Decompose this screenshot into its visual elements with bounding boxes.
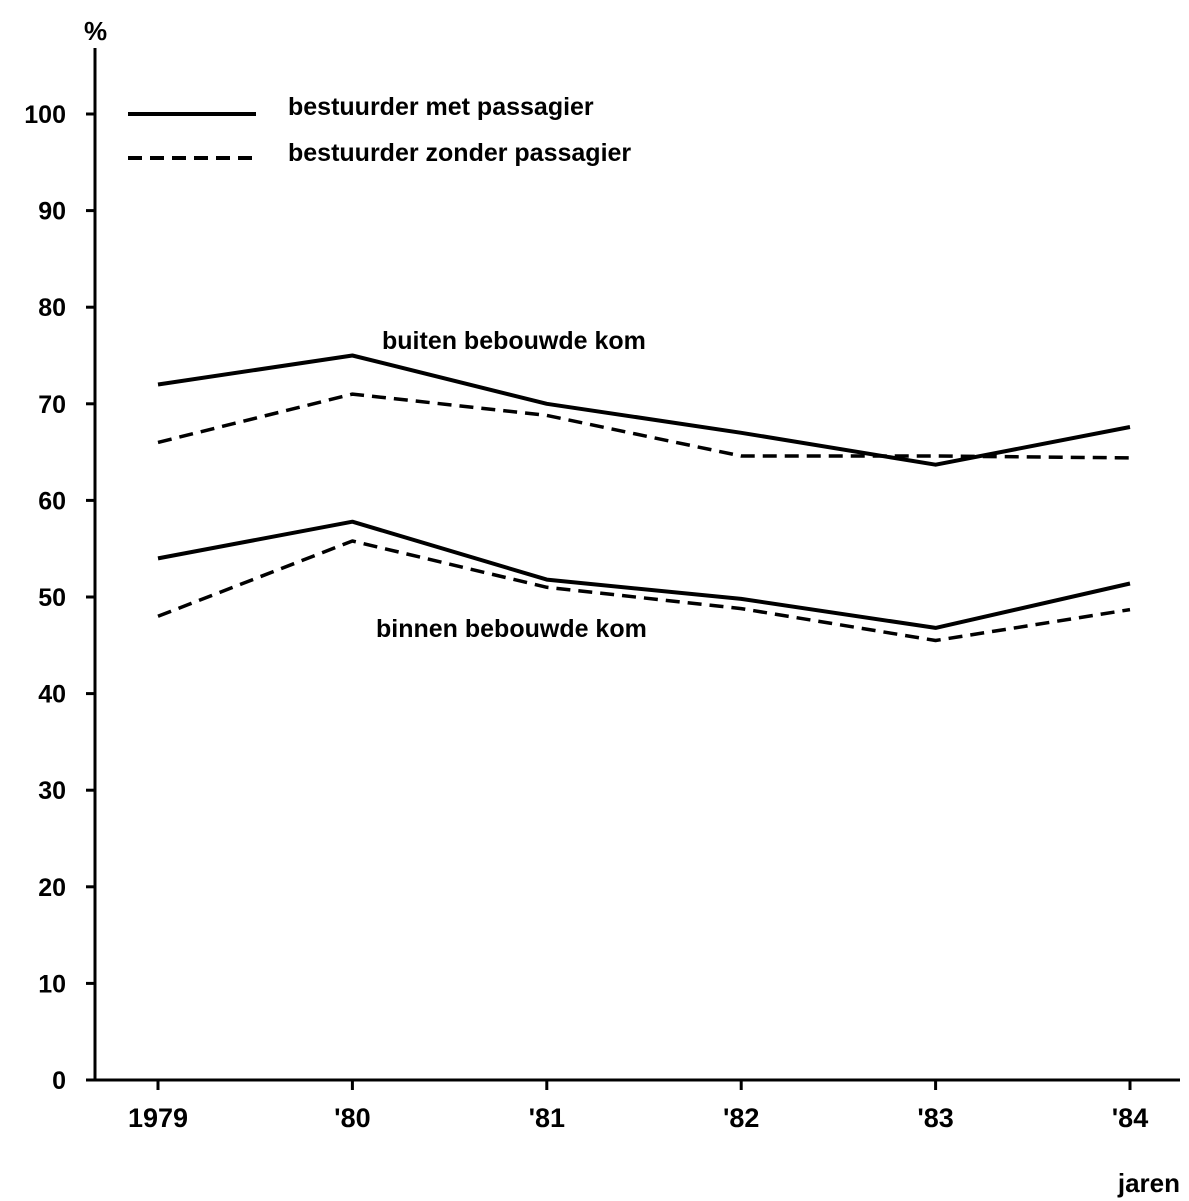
annotation-buiten-bebouwde-kom: buiten bebouwde kom bbox=[382, 327, 646, 355]
y-tick-label: 40 bbox=[38, 681, 66, 709]
x-tick-label: '81 bbox=[529, 1103, 565, 1133]
legend: bestuurder met passagier bestuurder zond… bbox=[128, 93, 631, 167]
series-line-outside-solid bbox=[157, 353, 1131, 467]
y-tick-label: 100 bbox=[24, 101, 66, 129]
series-line-inside-dashed bbox=[157, 539, 1131, 643]
legend-label-met-passagier: bestuurder met passagier bbox=[288, 93, 594, 121]
x-axis-ticks: 1979 '80 '81 '82 '83 '84 bbox=[128, 1080, 1148, 1133]
y-tick-label: 0 bbox=[52, 1067, 66, 1095]
x-tick-label: '80 bbox=[334, 1103, 370, 1133]
y-tick-label: 30 bbox=[38, 777, 66, 805]
x-tick-label: '84 bbox=[1112, 1103, 1148, 1133]
series-line-inside-solid bbox=[157, 519, 1131, 630]
x-tick-label: 1979 bbox=[128, 1103, 188, 1133]
legend-label-zonder-passagier: bestuurder zonder passagier bbox=[288, 139, 631, 167]
y-tick-label: 70 bbox=[38, 391, 66, 419]
y-tick-label: 20 bbox=[38, 874, 66, 902]
series-group bbox=[157, 353, 1131, 643]
y-tick-label: 90 bbox=[38, 198, 66, 226]
y-tick-label: 10 bbox=[38, 970, 66, 998]
x-axis-label: jaren bbox=[1117, 1168, 1180, 1198]
x-tick-label: '82 bbox=[723, 1103, 759, 1133]
y-tick-label: 50 bbox=[38, 584, 66, 612]
series-line-outside-dashed bbox=[157, 392, 1131, 460]
axes bbox=[93, 48, 1180, 1082]
x-tick-label: '83 bbox=[917, 1103, 953, 1133]
y-axis-ticks: 0 10 20 30 40 50 60 70 80 90 100 bbox=[24, 101, 95, 1095]
y-tick-label: 80 bbox=[38, 294, 66, 322]
y-tick-label: 60 bbox=[38, 487, 66, 515]
annotation-binnen-bebouwde-kom: binnen bebouwde kom bbox=[376, 615, 647, 643]
y-axis-label: % bbox=[84, 16, 107, 46]
